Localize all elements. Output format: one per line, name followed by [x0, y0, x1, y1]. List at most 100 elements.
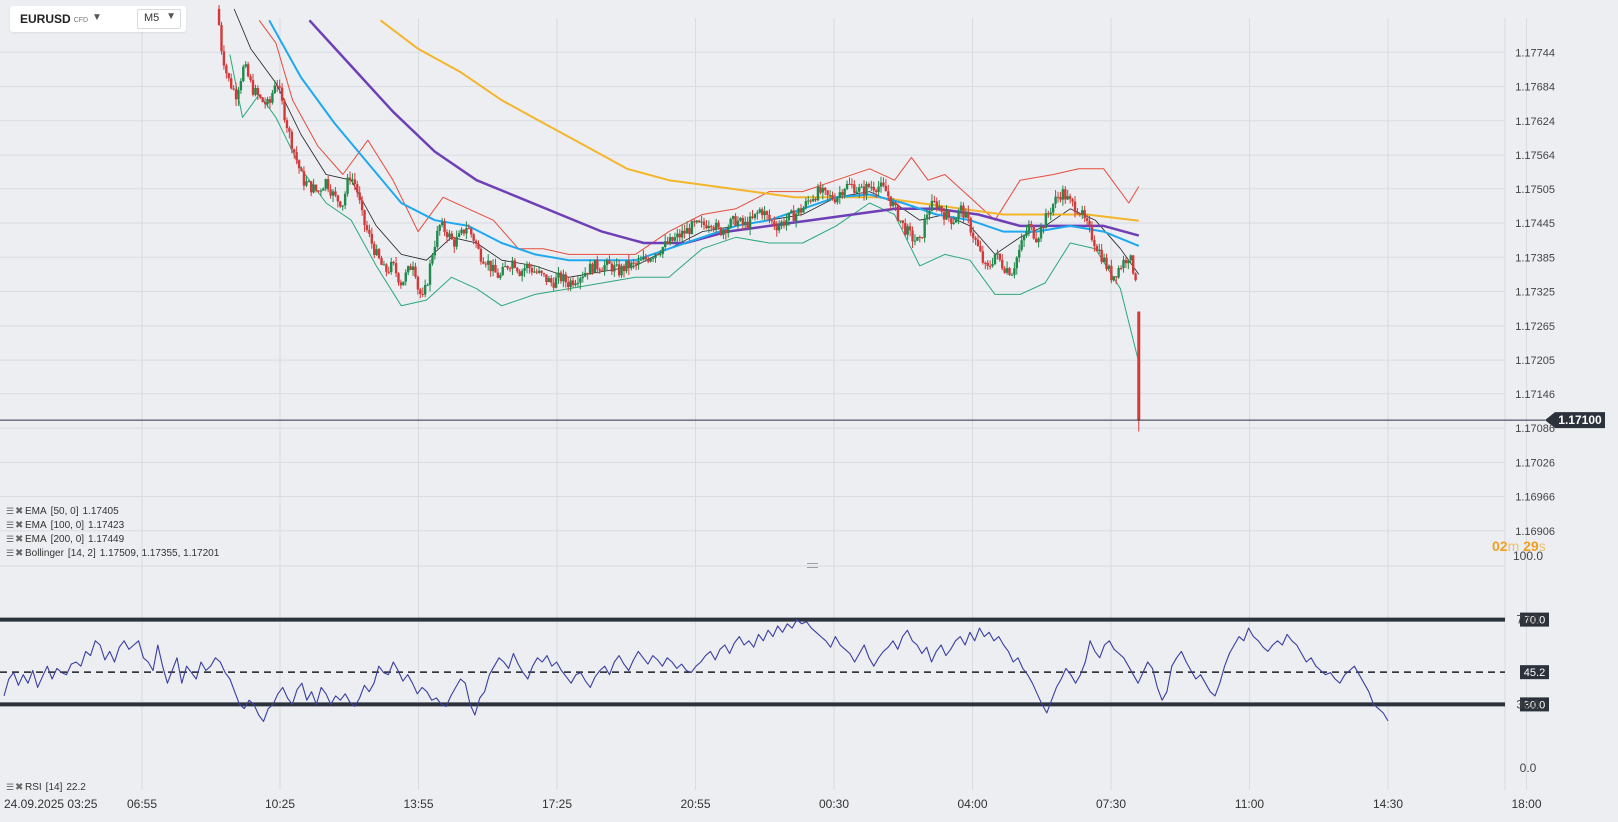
drag-handle-icon[interactable]: ☰	[6, 506, 15, 516]
candle-body	[1025, 231, 1028, 236]
candle-body	[319, 190, 323, 192]
candle-body	[678, 233, 681, 238]
time-tick-label: 14:30	[1373, 797, 1403, 811]
bollinger-upper-line	[258, 20, 1140, 255]
candle-body	[567, 282, 570, 287]
candle-body	[363, 210, 366, 226]
candle-body	[397, 273, 400, 283]
candle-body	[1129, 255, 1132, 261]
candle-body	[887, 191, 890, 197]
candle-body	[387, 271, 390, 273]
candle-body	[227, 73, 230, 79]
candle-body	[768, 214, 771, 221]
candle-body	[976, 239, 980, 247]
drag-handle-icon[interactable]: ☰	[6, 548, 15, 558]
candle-body	[1013, 268, 1016, 275]
candle-body	[821, 187, 825, 193]
remove-indicator-icon[interactable]: ✖	[15, 506, 24, 517]
candle-body	[300, 168, 303, 172]
candle-body	[358, 192, 361, 201]
indicator-value: 1.17405	[82, 506, 119, 517]
candle-body	[1008, 268, 1011, 276]
candle-body	[244, 64, 247, 67]
candle-body	[535, 271, 538, 273]
candle-body	[288, 128, 291, 132]
candle-body	[957, 210, 960, 219]
time-tick-label: 24.09.2025 03:25	[4, 797, 98, 811]
candle-body	[1078, 213, 1082, 215]
remove-indicator-icon[interactable]: ✖	[15, 534, 24, 545]
candle-body	[1131, 255, 1135, 274]
candle-body	[1102, 257, 1106, 263]
candle-body	[785, 220, 788, 226]
candle-body	[336, 195, 340, 202]
candle-body	[562, 274, 565, 282]
candle-body	[889, 196, 892, 207]
remove-indicator-icon[interactable]: ✖	[15, 782, 24, 793]
candle-body	[741, 218, 745, 225]
price-tick-label: 1.17385	[1515, 252, 1555, 264]
chevron-down-icon: ▼	[166, 11, 176, 22]
candle-body	[263, 102, 267, 105]
drag-handle-icon[interactable]: ☰	[6, 534, 15, 544]
candle-body	[794, 213, 798, 221]
candle-body	[259, 94, 262, 98]
rsi-legend-row: ☰✖ RSI [14] 22.2	[6, 782, 86, 793]
candle-body	[1030, 224, 1033, 227]
candle-body	[598, 269, 601, 271]
candle-body	[229, 78, 233, 89]
candle-body	[760, 209, 764, 216]
candle-body	[365, 225, 369, 230]
rsi-value: 22.2	[66, 782, 86, 793]
candle-body	[467, 228, 471, 230]
candle-body	[908, 226, 912, 231]
symbol-name: EURUSD	[20, 12, 71, 26]
pane-resize-handle[interactable]	[807, 563, 818, 568]
rsi-params: [14]	[45, 782, 63, 793]
candle-body	[913, 240, 917, 242]
candle-body	[816, 186, 820, 201]
candle-body	[836, 197, 839, 203]
candle-body	[1044, 213, 1048, 229]
candle-body	[431, 255, 434, 264]
candle-body	[819, 186, 822, 193]
candle-body	[782, 221, 786, 226]
candle-body	[547, 278, 551, 283]
candle-body	[620, 265, 623, 276]
drag-handle-icon[interactable]: ☰	[6, 782, 15, 792]
candle-body	[1117, 268, 1120, 278]
candle-body	[770, 220, 774, 222]
candle-body	[406, 266, 410, 273]
candle-body	[261, 97, 264, 103]
rsi-tick-label: 100.0	[1513, 549, 1543, 563]
candle-body	[884, 185, 888, 192]
candle-countdown: 02m 29s	[1492, 538, 1546, 554]
candle-body	[436, 230, 439, 248]
timeframe-select[interactable]: M5 ▼	[137, 9, 181, 29]
indicator-row: ☰✖ Bollinger [14, 2] 1.17509, 1.17355, 1.17…	[6, 548, 219, 559]
candle-body	[656, 254, 660, 256]
candle-body	[804, 201, 808, 208]
candle-body	[564, 274, 567, 283]
candle-body	[237, 90, 240, 100]
candle-body	[916, 237, 919, 241]
candle-body	[996, 253, 999, 255]
candle-body	[896, 204, 900, 221]
symbol-selector[interactable]: EURUSD CFD	[20, 12, 88, 26]
symbol-dropdown-icon[interactable]: ▼	[92, 12, 102, 23]
drag-handle-icon[interactable]: ☰	[6, 520, 15, 530]
candle-body	[608, 260, 611, 264]
candle-body	[399, 282, 403, 286]
candle-body	[780, 221, 783, 227]
candle-body	[499, 275, 502, 278]
candle-body	[317, 190, 320, 192]
remove-indicator-icon[interactable]: ✖	[15, 548, 24, 559]
candle-body	[368, 229, 371, 234]
candle-body	[988, 266, 992, 268]
candle-body	[1010, 274, 1014, 276]
candle-body	[283, 100, 286, 121]
remove-indicator-icon[interactable]: ✖	[15, 520, 24, 531]
candle-body	[736, 220, 740, 226]
candle-body	[637, 260, 640, 265]
